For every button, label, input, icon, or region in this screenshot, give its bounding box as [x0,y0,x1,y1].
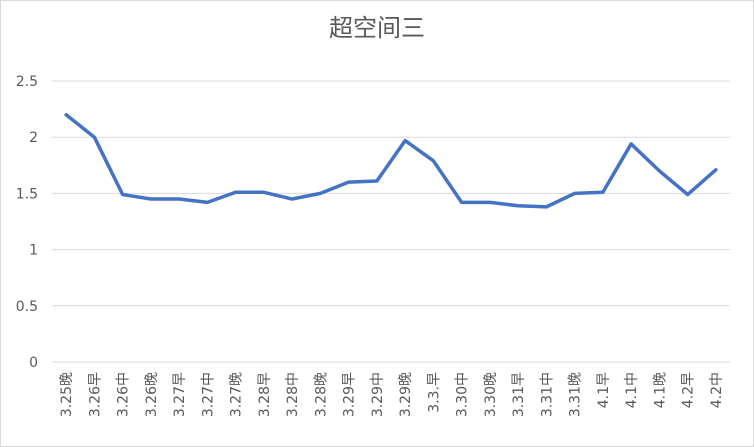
x-tick-label: 3.30中 [455,372,471,417]
x-tick-label: 3.28中 [285,372,301,417]
y-tick-label: 0.5 [16,299,38,315]
x-tick-label: 3.27中 [200,372,216,417]
x-tick-label: 3.28早 [257,372,273,417]
x-tick-label: 3.31早 [511,372,527,417]
x-tick-label: 3.26早 [87,372,103,417]
x-tick-label: 3.27早 [172,372,188,417]
x-tick-label: 3.31中 [539,372,555,417]
x-tick-label: 4.2早 [681,372,697,408]
x-tick-label: 3.26中 [116,372,132,417]
y-tick-label: 1.5 [16,186,38,202]
x-tick-label: 3.29中 [370,372,386,417]
x-tick-label: 4.1中 [624,372,640,408]
x-tick-label: 4.1晚 [652,372,668,408]
y-tick-label: 2.5 [16,74,38,90]
chart-title: 超空间三 [329,14,425,42]
x-tick-label: 4.1早 [596,372,612,408]
x-tick-label: 3.25晚 [59,372,75,417]
x-tick-label: 3.29晚 [398,372,414,417]
x-tick-label: 4.2中 [709,372,725,408]
x-tick-label: 3.29早 [342,372,358,417]
x-tick-label: 3.31晚 [568,372,584,417]
line-series [64,112,718,209]
x-tick-label: 3.3.早 [426,372,442,413]
y-tick-label: 2 [29,130,38,146]
y-tick-label: 0 [29,355,38,371]
x-tick-label: 3.28晚 [313,372,329,417]
x-tick-label: 3.30晚 [483,372,499,417]
x-tick-label: 3.26晚 [144,372,160,417]
x-tick-label: 3.27晚 [229,372,245,417]
y-tick-label: 1 [29,243,38,259]
